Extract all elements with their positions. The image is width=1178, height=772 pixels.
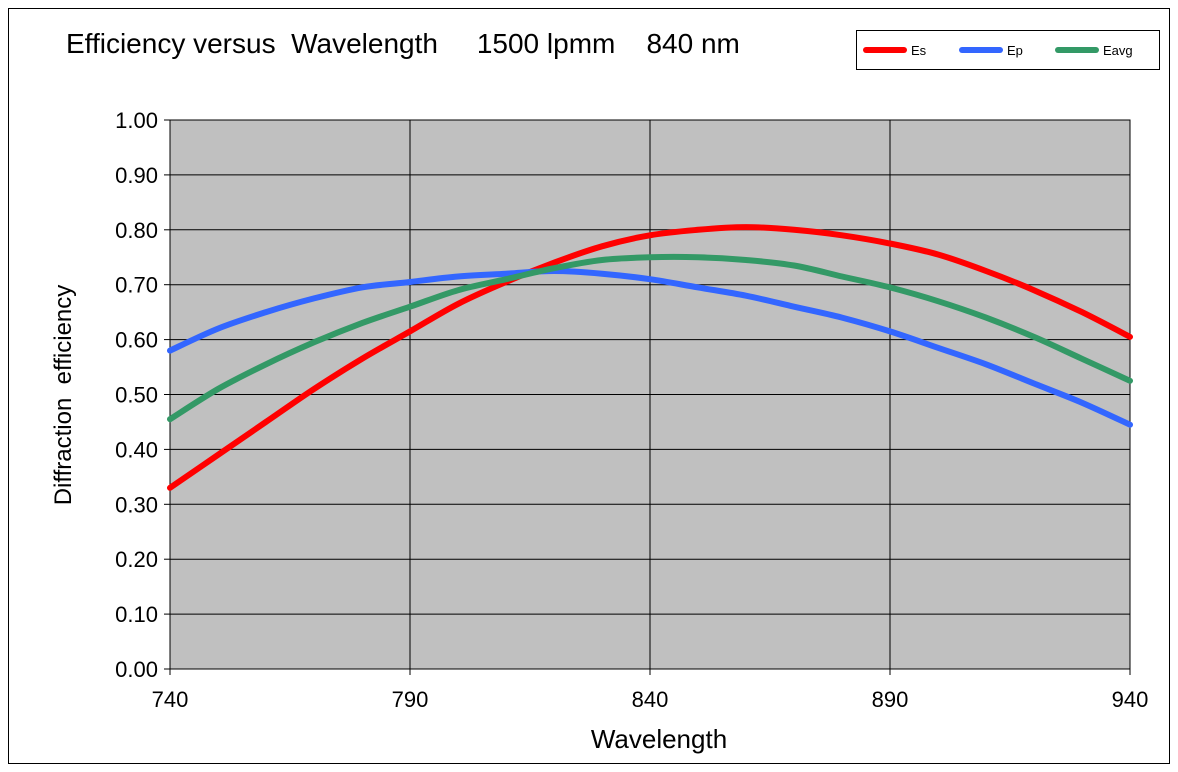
y-tick-label: 0.20 bbox=[115, 547, 158, 572]
legend-label-ep: Ep bbox=[1007, 42, 1023, 58]
legend-item-eavg: Eavg bbox=[1055, 31, 1133, 69]
x-tick-label: 840 bbox=[632, 687, 669, 712]
x-axis-label: Wavelength bbox=[590, 724, 728, 754]
y-tick-label: 0.30 bbox=[115, 492, 158, 517]
x-tick-label: 940 bbox=[1112, 687, 1149, 712]
legend-label-es: Es bbox=[911, 42, 927, 58]
x-tick-label: 790 bbox=[392, 687, 429, 712]
x-tick-label: 890 bbox=[872, 687, 909, 712]
legend-swatch-eavg bbox=[1055, 47, 1099, 53]
series-line-es bbox=[167, 224, 1133, 491]
legend-label-eavg: Eavg bbox=[1103, 42, 1133, 58]
series-line-ep bbox=[167, 267, 1133, 428]
chart-title: Efficiency versus Wavelength 1500 lpmm 8… bbox=[66, 28, 740, 59]
chart-legend: Es Ep Eavg bbox=[856, 30, 1160, 70]
series-line-eavg bbox=[167, 253, 1133, 423]
y-axis-label: Diffraction efficiency bbox=[50, 284, 77, 506]
y-tick-label: 0.50 bbox=[115, 383, 158, 408]
y-tick-label: 0.80 bbox=[115, 218, 158, 243]
y-tick-label: 0.40 bbox=[115, 437, 158, 462]
y-tick-label: 0.00 bbox=[115, 657, 158, 682]
legend-item-es: Es bbox=[863, 31, 926, 69]
y-tick-label: 0.10 bbox=[115, 602, 158, 627]
y-tick-label: 1.00 bbox=[115, 108, 158, 133]
plot-border bbox=[169, 119, 1131, 670]
y-tick-label: 0.70 bbox=[115, 273, 158, 298]
y-tick-label: 0.90 bbox=[115, 163, 158, 188]
legend-swatch-es bbox=[863, 47, 907, 53]
y-tick-label: 0.60 bbox=[115, 328, 158, 353]
legend-swatch-ep bbox=[959, 47, 1003, 53]
legend-item-ep: Ep bbox=[959, 31, 1023, 69]
x-tick-label: 740 bbox=[152, 687, 189, 712]
